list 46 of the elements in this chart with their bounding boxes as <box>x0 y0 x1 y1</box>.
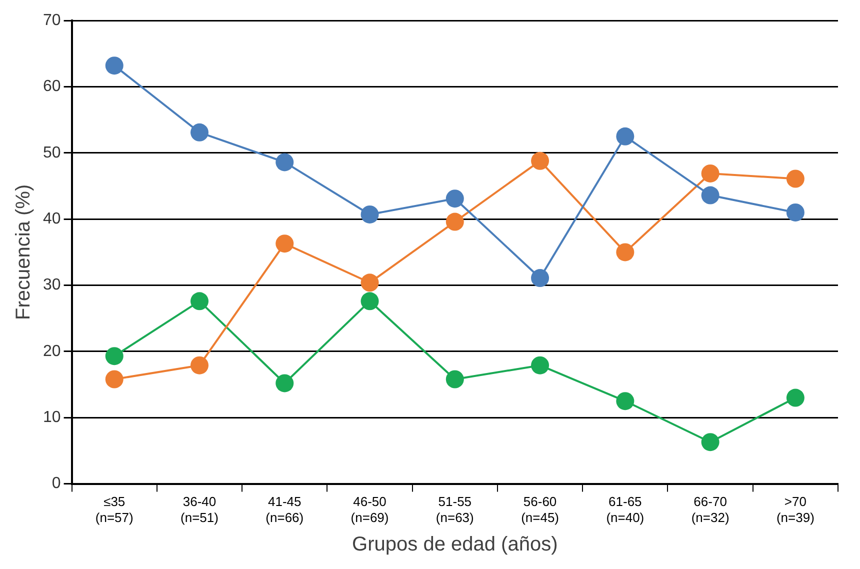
x-tick-label: 41-45 (n=66) <box>266 494 304 525</box>
point <box>701 186 720 204</box>
point <box>360 205 379 224</box>
y-tick-label: 40 <box>43 210 61 228</box>
point <box>276 374 294 392</box>
x-tick-label: 66-70 (n=32) <box>691 494 730 525</box>
point <box>786 388 804 407</box>
y-tick-label: 20 <box>43 342 61 360</box>
point <box>786 203 804 222</box>
x-tick-label: 51-55 (n=63) <box>436 494 474 525</box>
point <box>446 190 464 208</box>
point <box>531 152 550 170</box>
point <box>786 170 804 188</box>
point <box>616 243 634 262</box>
y-tick-label: 70 <box>43 12 61 30</box>
y-tick-label: 0 <box>52 475 61 492</box>
point <box>190 356 208 374</box>
point <box>276 234 294 253</box>
point <box>190 123 208 142</box>
point <box>616 392 634 410</box>
point <box>531 356 550 374</box>
point <box>105 370 124 388</box>
x-tick-label: >70 (n=39) <box>776 494 814 525</box>
x-tick-label: 61-65 (n=40) <box>606 494 644 525</box>
point <box>190 292 208 310</box>
x-tick-label: 36-40 (n=51) <box>180 494 218 525</box>
point <box>701 433 720 452</box>
point <box>701 164 720 182</box>
point <box>616 127 634 146</box>
y-tick-label: 30 <box>43 276 61 294</box>
x-tick-label: 56-60 (n=45) <box>521 494 560 525</box>
x-axis-title: Grupos de edad (años) <box>352 534 558 556</box>
x-tick-label: ≤35 (n=57) <box>95 494 134 525</box>
point <box>105 56 124 75</box>
point <box>446 212 464 231</box>
y-tick-label: 10 <box>43 409 61 426</box>
point <box>276 153 294 172</box>
point <box>531 269 550 288</box>
y-tick-label: 60 <box>43 78 61 96</box>
point <box>446 370 464 388</box>
point <box>105 347 124 366</box>
point <box>360 292 379 310</box>
x-tick-label: 46-50 (n=69) <box>350 494 389 525</box>
y-tick-label: 50 <box>43 144 61 162</box>
point <box>360 274 379 292</box>
y-axis-title: Frecuencia (%) <box>12 184 35 320</box>
